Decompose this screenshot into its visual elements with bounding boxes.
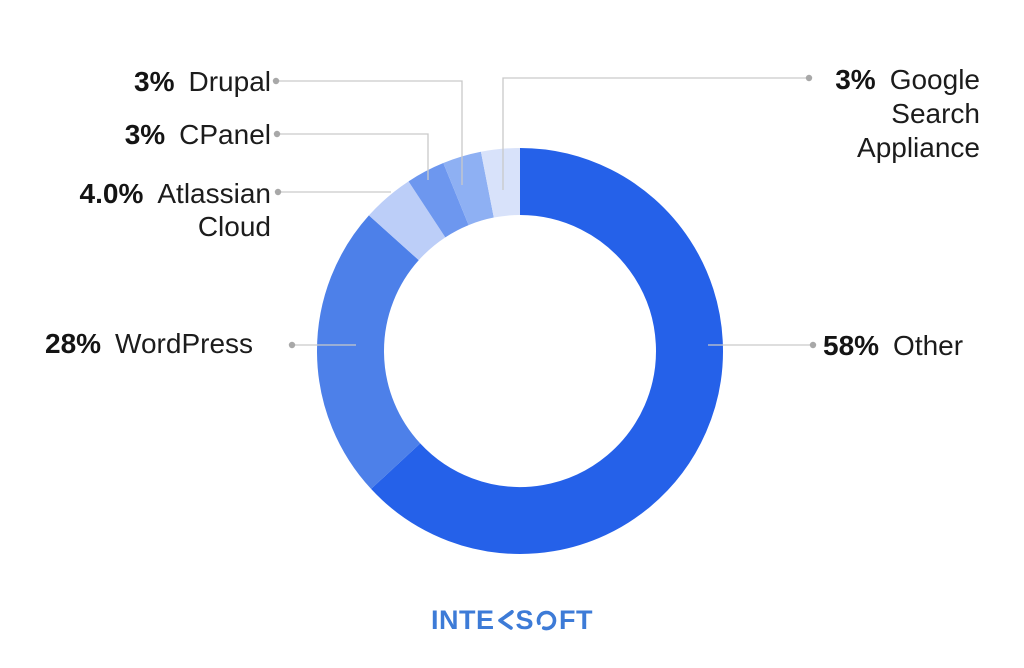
logo-text-ft: FT xyxy=(559,605,594,635)
google-name-line3: Appliance xyxy=(857,132,980,163)
atlassian-name-line2: Cloud xyxy=(197,211,271,242)
logo-o-glyph xyxy=(536,610,557,631)
google-percent: 3% xyxy=(835,64,876,95)
donut-segment-atlassian-cloud xyxy=(368,181,447,261)
other-name: Other xyxy=(893,330,964,361)
cpanel-name: CPanel xyxy=(179,119,271,150)
wordpress-name: WordPress xyxy=(115,328,254,359)
logo-x-glyph xyxy=(497,610,514,630)
donut-segment-drupal xyxy=(443,151,495,226)
label-other: 58% Other xyxy=(823,329,963,362)
leader-dot-wordpress xyxy=(288,341,296,349)
donut-segment-cpanel xyxy=(408,163,470,238)
cpanel-percent: 3% xyxy=(124,119,166,150)
label-atlassian-cloud: 4.0% Atlassian Cloud xyxy=(80,177,271,243)
other-percent: 58% xyxy=(823,330,880,361)
atlassian-name-line1: Atlassian xyxy=(157,178,271,209)
leader-line-drupal xyxy=(276,80,463,185)
label-cpanel: 3% CPanel xyxy=(125,118,271,151)
donut-segment-other xyxy=(371,148,723,554)
leader-dot-cpanel xyxy=(273,130,281,138)
google-name-line1: Google xyxy=(889,64,980,95)
donut-segments xyxy=(317,148,723,554)
leader-line-google xyxy=(502,77,809,190)
leader-lines xyxy=(276,77,813,346)
logo-text-s: S xyxy=(515,605,535,635)
label-google-search-appliance: 3% Google Search Appliance xyxy=(835,63,980,165)
leader-dot-google xyxy=(805,74,813,82)
donut-segment-wordpress xyxy=(317,215,421,489)
intexsoft-logo: INTE S FT xyxy=(431,605,593,636)
google-name-line2: Search xyxy=(891,98,980,129)
drupal-name: Drupal xyxy=(188,66,271,97)
label-drupal: 3% Drupal xyxy=(134,65,271,98)
logo-text-inte: INTE xyxy=(430,605,495,635)
wordpress-percent: 28% xyxy=(45,328,102,359)
donut-segment-google-search-appliance xyxy=(480,148,521,218)
drupal-percent: 3% xyxy=(134,66,175,97)
leader-dot-drupal xyxy=(272,77,280,85)
label-wordpress: 28% WordPress xyxy=(45,327,253,360)
leader-line-cpanel xyxy=(277,133,429,180)
leader-dot-other xyxy=(809,341,817,349)
leader-dot-atlassian xyxy=(274,188,282,196)
leader-dots xyxy=(272,74,817,349)
atlassian-percent: 4.0% xyxy=(79,178,144,209)
